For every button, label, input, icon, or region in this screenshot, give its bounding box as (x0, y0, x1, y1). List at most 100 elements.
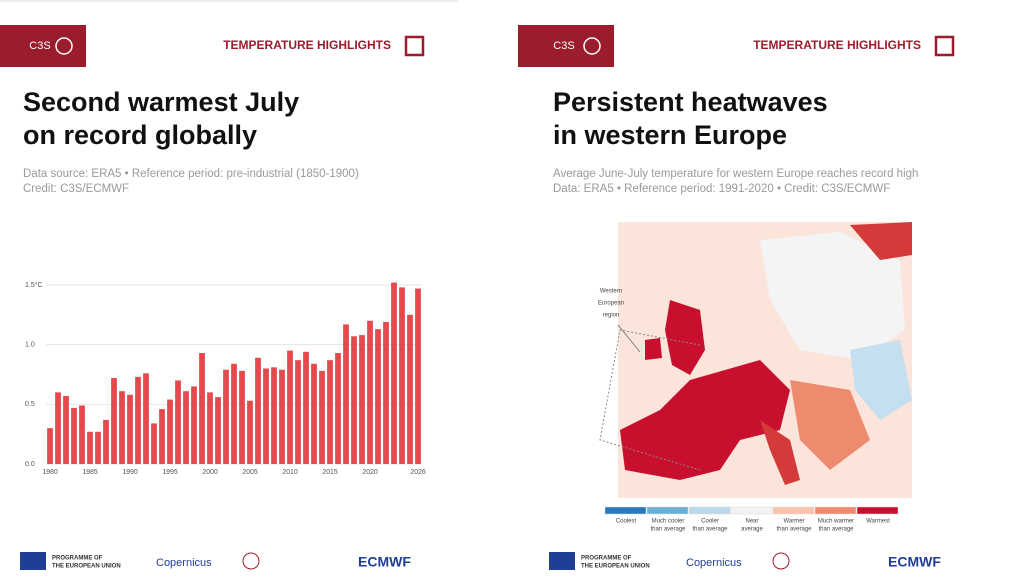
header-icon (404, 35, 425, 57)
title-line: in western Europe (553, 120, 787, 150)
y-tick-label: 0.5 (25, 401, 35, 408)
bar (311, 363, 317, 464)
bar (79, 405, 85, 464)
footer-logo: Copernicus (686, 557, 742, 569)
bar (215, 397, 221, 464)
region-label: Western (600, 289, 622, 295)
legend-swatch (772, 506, 815, 515)
footer-text: THE EUROPEAN UNION (52, 564, 121, 570)
bar (415, 288, 421, 464)
bar (87, 431, 93, 464)
legend-label: Warmest (866, 519, 890, 525)
region-outline (599, 329, 701, 471)
title-line: on record globally (23, 120, 257, 150)
map-legend: Coolest Much cooler than average Cooler than… (604, 506, 899, 533)
region-pointer (617, 324, 641, 353)
bar (47, 428, 53, 464)
footer-logo: ECMWF (888, 554, 941, 570)
legend-swatch (604, 506, 647, 515)
legend-swatch (814, 506, 857, 515)
bar (71, 407, 77, 464)
header: TEMPERATURE HIGHLIGHTS (223, 38, 391, 52)
bar (175, 380, 181, 464)
x-tick-label: 1985 (82, 469, 98, 476)
bar (295, 360, 301, 464)
bar (103, 419, 109, 464)
bar (239, 370, 245, 464)
bar (287, 350, 293, 464)
logo-text: C3S (553, 40, 574, 52)
x-tick-label: 2000 (202, 469, 218, 476)
title-line: Persistent heatwaves (553, 87, 828, 117)
subtitle-line: Average June-July temperature for wester… (553, 168, 918, 180)
legend-label: Near (745, 519, 758, 525)
bar (263, 368, 269, 464)
legend-swatch (688, 506, 731, 515)
legend-label: Warmer (783, 519, 804, 525)
map-area (645, 338, 662, 360)
y-tick-label: 1.5°C (25, 281, 43, 289)
bar (135, 376, 141, 464)
bar (383, 321, 389, 464)
footer: PROGRAMME OF THE EUROPEAN UNION Copernic… (20, 552, 941, 570)
bar (343, 324, 349, 464)
legend-label: average (741, 527, 763, 533)
x-tick-label: 2015 (322, 469, 338, 476)
legend-swatch (856, 506, 899, 515)
map-area (620, 360, 790, 480)
bar (223, 369, 229, 464)
map-area (760, 420, 800, 485)
bar (231, 363, 237, 464)
legend-swatch (730, 506, 773, 515)
y-tick-label: 0.0 (25, 461, 35, 468)
bar (303, 351, 309, 464)
footer-text: PROGRAMME OF (52, 556, 103, 562)
map-area (850, 222, 912, 260)
bar (279, 369, 285, 464)
bar (359, 335, 365, 464)
bar (119, 391, 125, 464)
legend-label: Much warmer (818, 519, 854, 525)
bar (375, 329, 381, 464)
bar (63, 395, 69, 464)
title-line: Second warmest July (23, 87, 299, 117)
logo-icon (55, 37, 73, 55)
bar (391, 282, 397, 464)
bar (367, 320, 373, 464)
x-tick-label: 1990 (122, 469, 138, 476)
y-tick-label: 1.0 (25, 341, 35, 348)
map-area (850, 340, 912, 420)
region-label: European (598, 301, 624, 307)
legend-label: Cooler (701, 519, 719, 525)
logo-text: C3S (29, 40, 50, 52)
logo-icon (583, 37, 601, 55)
subtitle-line: Data source: ERA5 • Reference period: pr… (23, 168, 359, 180)
x-tick-label: 2020 (362, 469, 378, 476)
x-tick-label: 2026 (410, 469, 426, 476)
legend-swatch (646, 506, 689, 515)
bar (335, 353, 341, 464)
bar (183, 391, 189, 464)
x-tick-label: 2005 (242, 469, 258, 476)
x-tick-label: 1995 (162, 469, 178, 476)
bar (271, 367, 277, 464)
bar (327, 360, 333, 464)
header: TEMPERATURE HIGHLIGHTS (753, 38, 921, 52)
legend-label: Coolest (616, 519, 637, 525)
legend-label: Much cooler (652, 519, 685, 525)
region-label: region (603, 313, 620, 319)
x-tick-label: 2010 (282, 469, 298, 476)
legend-label: than average (692, 527, 728, 533)
map (599, 222, 912, 498)
header-icon (934, 35, 955, 57)
subtitle-line: Credit: C3S/ECMWF (23, 183, 129, 195)
x-tick-label: 1980 (42, 469, 58, 476)
bar (351, 336, 357, 464)
map-area (760, 232, 905, 360)
bar (199, 353, 205, 464)
legend-label: than average (650, 527, 686, 533)
footer-text: THE EUROPEAN UNION (581, 564, 650, 570)
bar (167, 399, 173, 464)
bar (319, 370, 325, 464)
